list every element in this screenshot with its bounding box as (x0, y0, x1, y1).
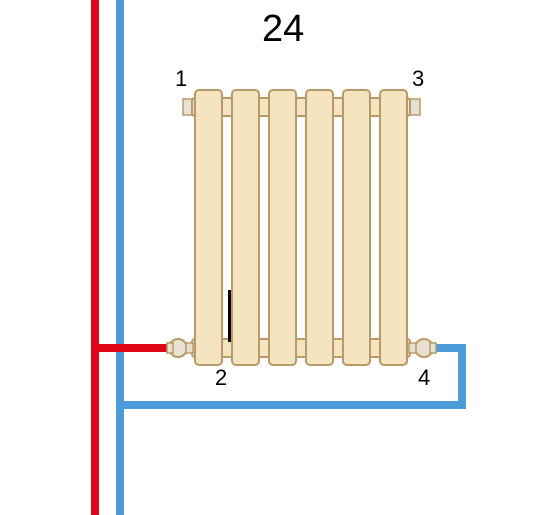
radiator-column (232, 90, 259, 365)
bracket-top-right (410, 99, 420, 115)
port-label-3: 3 (412, 66, 424, 92)
port-label-4: 4 (418, 365, 430, 391)
valve-right (409, 339, 436, 357)
port-label-1: 1 (175, 66, 187, 92)
radiator-column (380, 90, 407, 365)
radiator-piping-diagram: 24 1 3 2 4 (0, 0, 555, 515)
radiator-column (343, 90, 370, 365)
diagram-title: 24 (262, 8, 304, 51)
level-indicator (228, 290, 231, 342)
radiator-column (269, 90, 296, 365)
port-label-2: 2 (215, 365, 227, 391)
radiator-bottom-header (192, 339, 410, 357)
valve-left (167, 339, 193, 357)
radiator-column (306, 90, 333, 365)
radiator-column (195, 90, 222, 365)
radiator (183, 90, 420, 365)
diagram-svg (0, 0, 555, 515)
radiator-top-header (192, 98, 410, 116)
